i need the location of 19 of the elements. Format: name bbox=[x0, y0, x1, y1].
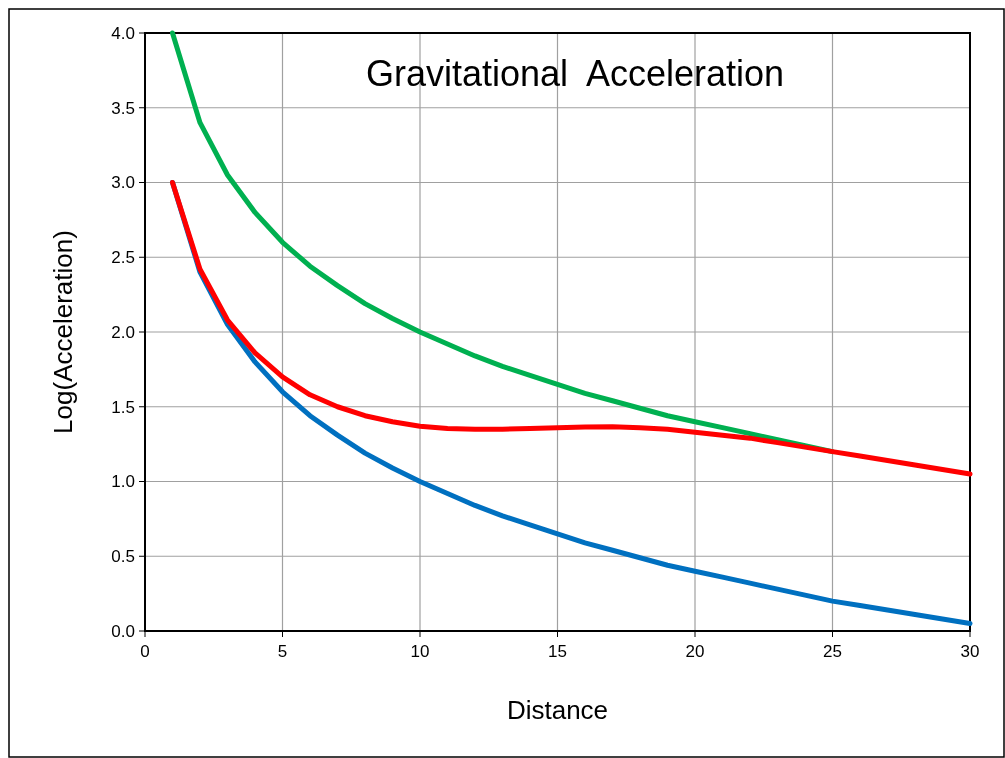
y-tick-label: 2.5 bbox=[111, 248, 135, 268]
x-tick-label: 0 bbox=[140, 642, 150, 661]
x-tick-label: 20 bbox=[685, 642, 705, 661]
text: Gravitational Acceleration bbox=[365, 53, 785, 94]
x-tick-label: 10 bbox=[410, 642, 430, 661]
y-tick-label: 3.0 bbox=[111, 173, 135, 193]
x-tick-label: 25 bbox=[823, 642, 842, 661]
y-tick-label: 1.0 bbox=[111, 472, 135, 492]
x-tick-label: 30 bbox=[960, 642, 980, 661]
y-tick-label: 0.5 bbox=[111, 547, 135, 567]
y-tick-label: 2.0 bbox=[111, 322, 135, 342]
y-axis-title: Log(Acceleration) bbox=[48, 230, 78, 434]
x-axis-title: Distance bbox=[506, 695, 609, 725]
y-tick-label: 0.0 bbox=[111, 621, 135, 641]
y-tick-label: 3.5 bbox=[111, 98, 135, 118]
y-tick-label: 1.5 bbox=[111, 397, 135, 417]
x-tick-label: 15 bbox=[548, 642, 567, 661]
y-tick-label: 4.0 bbox=[111, 23, 135, 43]
x-tick-label: 5 bbox=[277, 642, 288, 661]
